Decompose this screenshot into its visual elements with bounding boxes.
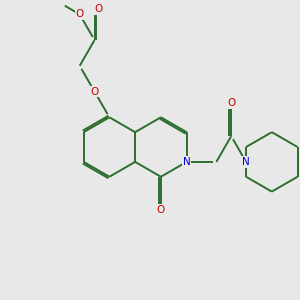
- Text: O: O: [95, 4, 103, 14]
- Text: N: N: [183, 157, 190, 167]
- Text: O: O: [76, 9, 84, 19]
- Text: O: O: [227, 98, 235, 108]
- Text: O: O: [157, 205, 165, 215]
- Text: O: O: [90, 87, 99, 97]
- Text: N: N: [242, 157, 250, 167]
